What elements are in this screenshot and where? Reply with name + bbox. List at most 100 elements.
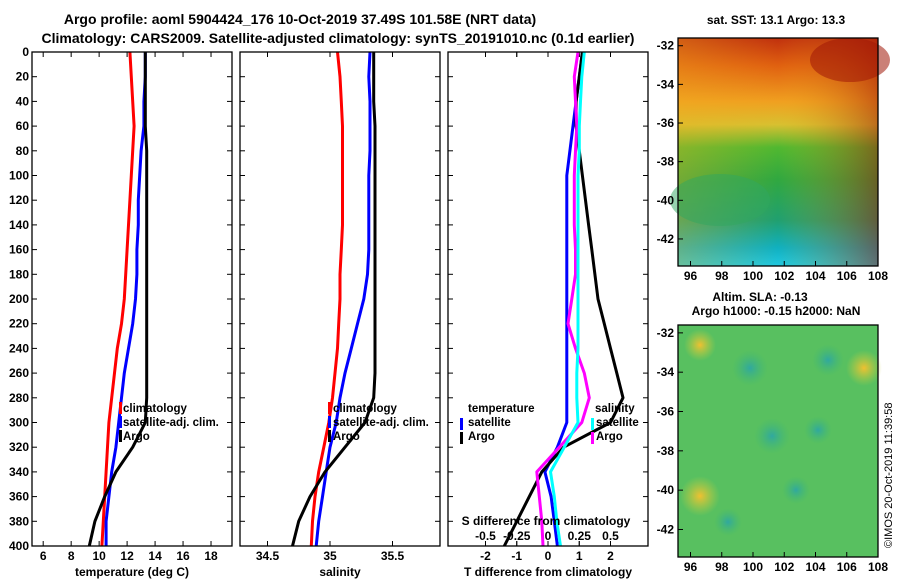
series-line-s-satellite	[535, 52, 591, 546]
sla-frame	[677, 324, 879, 558]
sla-eddy	[812, 344, 844, 376]
series-line-argo	[291, 52, 377, 546]
salinity-panel: 34.5 35 35.5 salinity climatology satellit…	[239, 51, 441, 579]
lat-tick-label: -32	[657, 39, 675, 53]
title-line-1: Argo profile: aoml 5904424_176 10-Oct-20…	[64, 11, 536, 27]
x-tick-label: 6	[40, 549, 47, 563]
x-tick-label: 0	[545, 549, 552, 563]
salinity-frame	[239, 51, 441, 547]
sst-lat-ticks: -32 -34 -36 -38 -40 -42	[657, 39, 683, 246]
differences-panel: -2 -1 0 1 2 -0.5 -0.25 0 0.25 0.5 T difference f…	[447, 51, 649, 579]
temperature-legend: climatology satellite-adj. clim. Argo	[119, 402, 219, 443]
series-line-satellite-adj-clim-	[104, 52, 147, 546]
legend-swatch-s-satellite	[591, 418, 594, 430]
x-tick-label: 0.25	[568, 529, 592, 543]
series-line-climatology	[100, 52, 136, 546]
x-tick-label: 8	[68, 549, 75, 563]
sla-high	[846, 350, 882, 386]
depth-tick-label: 0	[22, 45, 29, 59]
x-tick-label: 12	[120, 549, 134, 563]
legend-satellite: satellite-adj. clim.	[123, 417, 219, 429]
sla-map-subtitle: Argo h1000: -0.15 h2000: NaN	[692, 304, 861, 318]
t-diff-xlabel: T difference from climatology	[464, 565, 632, 579]
lon-tick-label: 102	[774, 269, 794, 283]
depth-tick-label: 20	[16, 70, 30, 84]
diff-legend-salinity: salinity satellite Argo	[591, 403, 639, 444]
lat-tick-label: -38	[657, 444, 675, 458]
x-tick-label: 16	[176, 549, 190, 563]
depth-tick-label: 60	[16, 119, 30, 133]
diff-legend-temperature: temperature satellite Argo	[460, 403, 534, 444]
salinity-axis-ticks: 34.5 35 35.5	[256, 52, 405, 563]
lat-tick-label: -36	[657, 116, 675, 130]
depth-tick-label: 200	[9, 292, 29, 306]
depth-tick-label: 360	[9, 490, 29, 504]
legend-climatology: climatology	[123, 403, 188, 415]
series-line-climatology	[309, 52, 344, 546]
x-tick-label: 35.5	[381, 549, 405, 563]
salinity-xlabel: salinity	[319, 565, 361, 579]
sst-lon-ticks: 96 98 100 102 104 106 108	[684, 261, 888, 283]
legend-swatch-satellite	[328, 416, 331, 428]
sla-map: Altim. SLA: -0.13 Argo h1000: -0.15 h200…	[657, 290, 889, 574]
depth-tick-label: 180	[9, 267, 29, 281]
lon-tick-label: 108	[868, 269, 888, 283]
x-tick-label: 1	[576, 549, 583, 563]
x-tick-label: 14	[148, 549, 162, 563]
series-line-satellite-adj-clim-	[314, 52, 372, 546]
lon-tick-label: 104	[805, 560, 825, 574]
lat-tick-label: -40	[657, 193, 675, 207]
legend-s-satellite: satellite	[596, 417, 639, 429]
legend-argo: Argo	[333, 431, 360, 443]
series-line-t-argo	[502, 52, 625, 546]
sla-lat-ticks: -32 -34 -36 -38 -40 -42	[657, 326, 683, 536]
lon-tick-label: 98	[715, 560, 729, 574]
temperature-lines	[87, 52, 149, 546]
depth-tick-label: 300	[9, 416, 29, 430]
temperature-panel: 0 20 40 60 80 100 120 140 160 180 200 220 240 260 280 3…	[9, 45, 233, 579]
x-tick-label: 35	[323, 549, 337, 563]
series-line-argo	[87, 52, 149, 546]
sst-warm-patch	[810, 38, 890, 82]
lat-tick-label: -42	[657, 522, 675, 536]
depth-axis-ticks: 0 20 40 60 80 100 120 140 160 180 200 220 240 260 280 3…	[9, 45, 232, 553]
depth-tick-label: 260	[9, 366, 29, 380]
x-tick-label: 2	[607, 549, 614, 563]
lat-tick-label: -32	[657, 326, 675, 340]
legend-swatch-satellite	[119, 416, 122, 428]
difference-lines	[502, 52, 625, 546]
depth-tick-label: 140	[9, 218, 29, 232]
legend-swatch-s-argo	[591, 432, 594, 444]
x-tick-label: 10	[92, 549, 106, 563]
lon-tick-label: 96	[684, 560, 698, 574]
legend-t-argo: Argo	[468, 431, 495, 443]
legend-climatology: climatology	[333, 403, 398, 415]
sla-eddy	[782, 476, 810, 504]
depth-tick-label: 220	[9, 317, 29, 331]
series-line-s-argo	[549, 52, 586, 546]
lat-tick-label: -34	[657, 365, 675, 379]
legend-swatch-argo	[119, 430, 122, 442]
lon-tick-label: 98	[715, 269, 729, 283]
sla-eddy	[732, 350, 768, 386]
legend-swatch-argo	[328, 430, 331, 442]
sla-high	[684, 329, 716, 361]
lon-tick-label: 96	[684, 269, 698, 283]
depth-tick-label: 80	[16, 144, 30, 158]
x-tick-label: 18	[204, 549, 218, 563]
x-tick-label: 34.5	[256, 549, 280, 563]
sla-eddy	[754, 418, 790, 454]
depth-tick-label: 240	[9, 341, 29, 355]
legend-temperature-title: temperature	[468, 403, 534, 415]
temperature-xlabel: temperature (deg C)	[75, 565, 189, 579]
legend-swatch-climatology	[328, 402, 331, 414]
depth-tick-label: 340	[9, 465, 29, 479]
sla-eddy	[804, 416, 832, 444]
temperature-frame	[31, 51, 233, 547]
legend-swatch-climatology	[119, 402, 122, 414]
legend-satellite: satellite-adj. clim.	[333, 417, 429, 429]
depth-tick-label: 100	[9, 169, 29, 183]
depth-tick-label: 400	[9, 539, 29, 553]
lon-tick-label: 106	[837, 560, 857, 574]
